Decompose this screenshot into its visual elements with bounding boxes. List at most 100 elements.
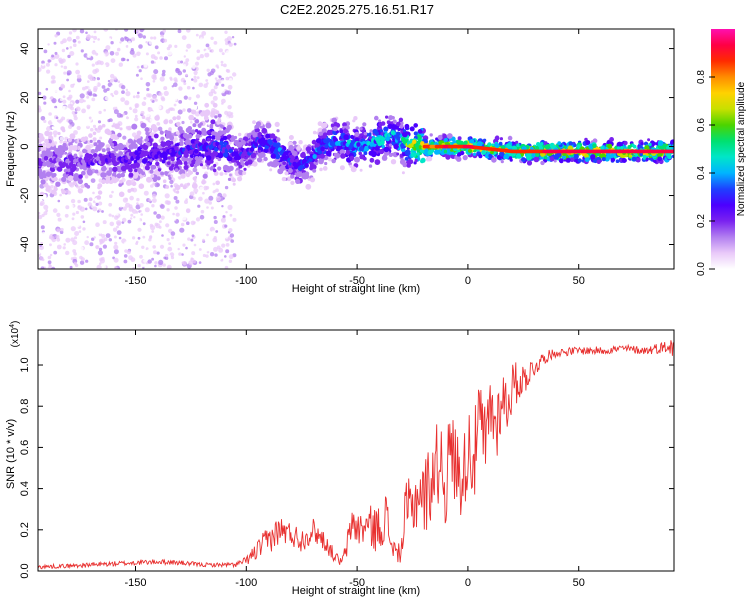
spectrogram-noise-dot [38,108,42,113]
spectrogram-noise-dot [84,240,89,246]
spectrogram-noise-dot [40,242,43,245]
spectrogram-noise-dot [130,257,136,263]
spectrogram-noise-dot [214,253,218,257]
spectrogram-point [281,176,287,182]
spectrogram-point [460,150,465,156]
spectrogram-ridge-point [50,163,55,168]
spectrogram-noise-dot [61,32,64,36]
spectrogram-point [93,142,98,147]
spectrogram-noise-dot [150,60,155,64]
spectrogram-noise-dot [152,198,157,203]
spectrogram-noise-dot [206,82,209,85]
spectrogram-noise-dot [198,248,202,251]
spectrogram-point [379,129,383,133]
spectrogram-noise-dot [207,46,211,50]
spectrogram-point [252,133,257,138]
spectrogram-noise-dot [181,215,187,221]
spectrogram-noise-dot [41,213,45,217]
spectrogram-point [101,179,106,184]
spectrogram-noise-dot [168,107,172,111]
spectrogram-point [61,176,67,183]
spectrogram-point [45,171,52,177]
spectrogram-point [53,176,58,182]
spectrogram-point [50,142,55,147]
spectrogram-point [345,149,351,155]
snr-x-tick-label: -100 [235,577,257,589]
spectrogram-point [488,153,493,158]
snr-y-tick-label: 0.0 [19,563,31,578]
spectrogram-point [473,149,477,153]
spectrogram-point [44,130,50,137]
spectrogram-point [118,151,124,156]
spectrogram-noise-dot [122,217,127,223]
spectrogram-noise-dot [93,30,97,34]
spectrogram-noise-dot [96,102,101,106]
spectrogram-point [576,144,581,149]
spectrogram-point [494,135,500,141]
spectrogram-noise-dot [146,93,151,98]
spectrogram-point [112,177,118,184]
spectrogram-noise-dot [91,237,95,241]
spectrogram-noise-dot [158,259,164,265]
spectrogram-noise-dot [64,213,69,218]
spectrogram-point [462,155,468,161]
spectrogram-noise-dot [156,200,162,206]
spectrogram-noise-dot [140,77,143,80]
spectrogram-point [46,152,53,158]
spectrogram-point [425,157,430,162]
spectrogram-noise-dot [97,229,103,234]
snr-x-tick-label: 0 [465,577,471,589]
spectrogram-point [434,149,440,155]
spectrogram-noise-dot [150,184,154,188]
spectrogram-point [212,168,217,173]
spectrogram-point [80,184,85,189]
spectrogram-point [236,161,241,166]
spectrogram-noise-dot [215,195,221,202]
spectrogram-ridge-point [43,155,49,161]
spectrogram-point [82,148,87,154]
spectrogram-point [668,155,672,159]
spectrogram-point [388,153,393,157]
spectrogram-noise-dot [210,36,214,40]
spectrogram-point [53,147,60,154]
spectrogram-noise-dot [203,83,208,88]
spectrogram-noise-dot [167,266,171,269]
spectrogram-noise-dot [173,217,177,221]
spectrogram-point [138,183,145,189]
spectrogram-noise-dot [97,120,102,124]
spectrogram-noise-dot [156,183,161,187]
spectrogram-noise-dot [54,63,58,67]
spectrogram-ridge-point [154,154,159,160]
spectrogram-noise-dot [171,236,174,240]
spectrogram-noise-dot [225,50,231,55]
spectrogram-noise-dot [174,206,178,210]
spectrogram-noise-dot [101,234,106,238]
spectrogram-point [368,164,373,168]
spectrogram-noise-dot [138,44,143,49]
spectrogram-point [97,185,101,190]
snr-y-tick-label: 0.8 [19,399,31,414]
spectrogram-noise-dot [43,211,48,216]
spectrogram-point [157,168,162,172]
spectrogram-point [420,159,425,164]
spectrogram-noise-dot [135,35,139,39]
spectrogram-noise-dot [165,223,170,228]
spectrogram-point [315,138,322,144]
spectrogram-point [385,143,390,147]
spectrogram-point [276,129,280,133]
spectrogram-point [254,111,260,116]
spectrogram-noise-dot [72,83,76,86]
spectrogram-noise-dot [190,257,194,261]
spectrogram-noise-dot [228,78,233,82]
spectrogram-point [472,152,477,156]
spectrogram-noise-dot [79,98,84,104]
spectrogram-point [240,159,244,163]
spectrogram-noise-dot [81,108,86,114]
spectrogram-point [40,153,45,158]
spectrogram-ridge-point [174,146,179,151]
spectrogram-ridge-point [329,141,334,147]
spectrogram-noise-dot [149,118,154,123]
spectrogram-noise-dot [63,243,66,246]
spectrogram-noise-dot [95,245,99,249]
spectrogram-point [615,159,620,163]
